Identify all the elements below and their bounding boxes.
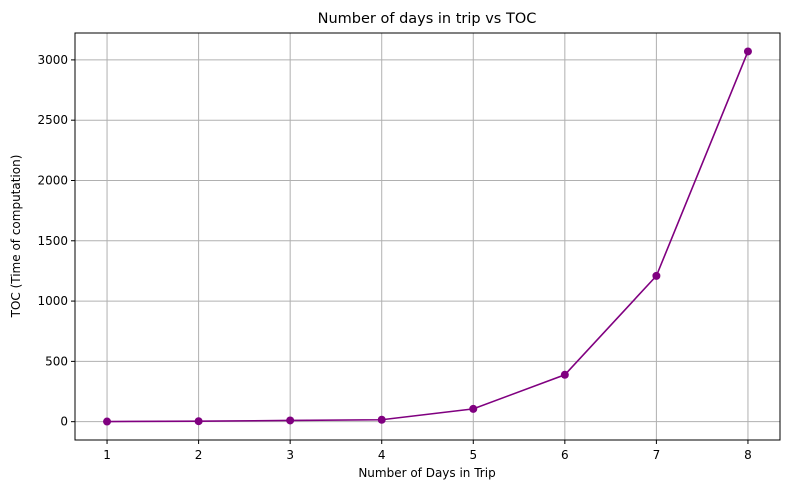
data-point [652,271,661,280]
x-tick-label: 5 [469,448,477,462]
x-tick-label: 6 [561,448,569,462]
y-tick-label: 3000 [37,53,68,67]
x-axis: 1 2 3 4 5 6 7 8 [103,440,752,462]
data-point [286,416,295,425]
chart-title: Number of days in trip vs TOC [318,11,537,27]
y-tick-label: 1500 [37,234,68,248]
data-point [377,415,386,424]
data-point [103,417,112,426]
data-point [743,47,752,56]
x-tick-label: 1 [103,448,111,462]
y-tick-label: 2500 [37,113,68,127]
grid [75,33,780,440]
data-point [560,370,569,379]
y-tick-label: 1000 [37,294,68,308]
x-axis-label: Number of Days in Trip [358,466,495,480]
y-axis-label: TOC (Time of computation) [9,155,23,319]
x-tick-label: 4 [378,448,386,462]
data-point [469,404,478,413]
y-axis: 0 500 1000 1500 2000 2500 3000 [37,53,75,429]
plot-area [103,47,752,426]
x-tick-label: 3 [286,448,294,462]
series-line [107,51,749,423]
x-tick-label: 8 [744,448,752,462]
y-tick-label: 500 [45,354,68,368]
y-tick-label: 2000 [37,173,68,187]
x-tick-label: 7 [653,448,661,462]
plot-frame [74,32,781,441]
data-point [194,417,203,426]
y-tick-label: 0 [60,415,68,429]
x-tick-label: 2 [195,448,203,462]
